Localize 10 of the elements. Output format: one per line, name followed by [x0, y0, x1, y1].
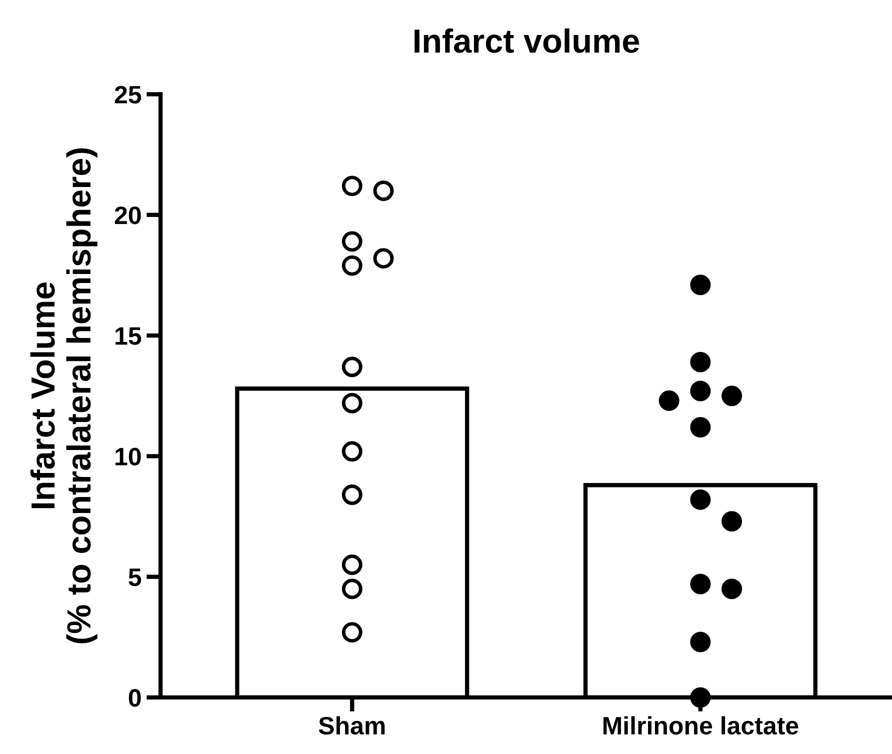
- y-tick-label: 20: [114, 206, 141, 224]
- y-tick-label: 5: [128, 568, 142, 586]
- y-tick-label: 10: [116, 448, 141, 466]
- x-tick-label: Sham: [318, 716, 385, 735]
- y-tick-label: 25: [114, 86, 142, 104]
- y-tick-label: 0: [128, 689, 141, 707]
- y-axis-title: Infarct Volume (% to contralateral hemisphere): [30, 148, 98, 644]
- y-tick-label: 15: [116, 327, 142, 345]
- x-tick-label: Milrinone lactate: [603, 716, 798, 735]
- chart-title: Infarct volume: [414, 28, 640, 53]
